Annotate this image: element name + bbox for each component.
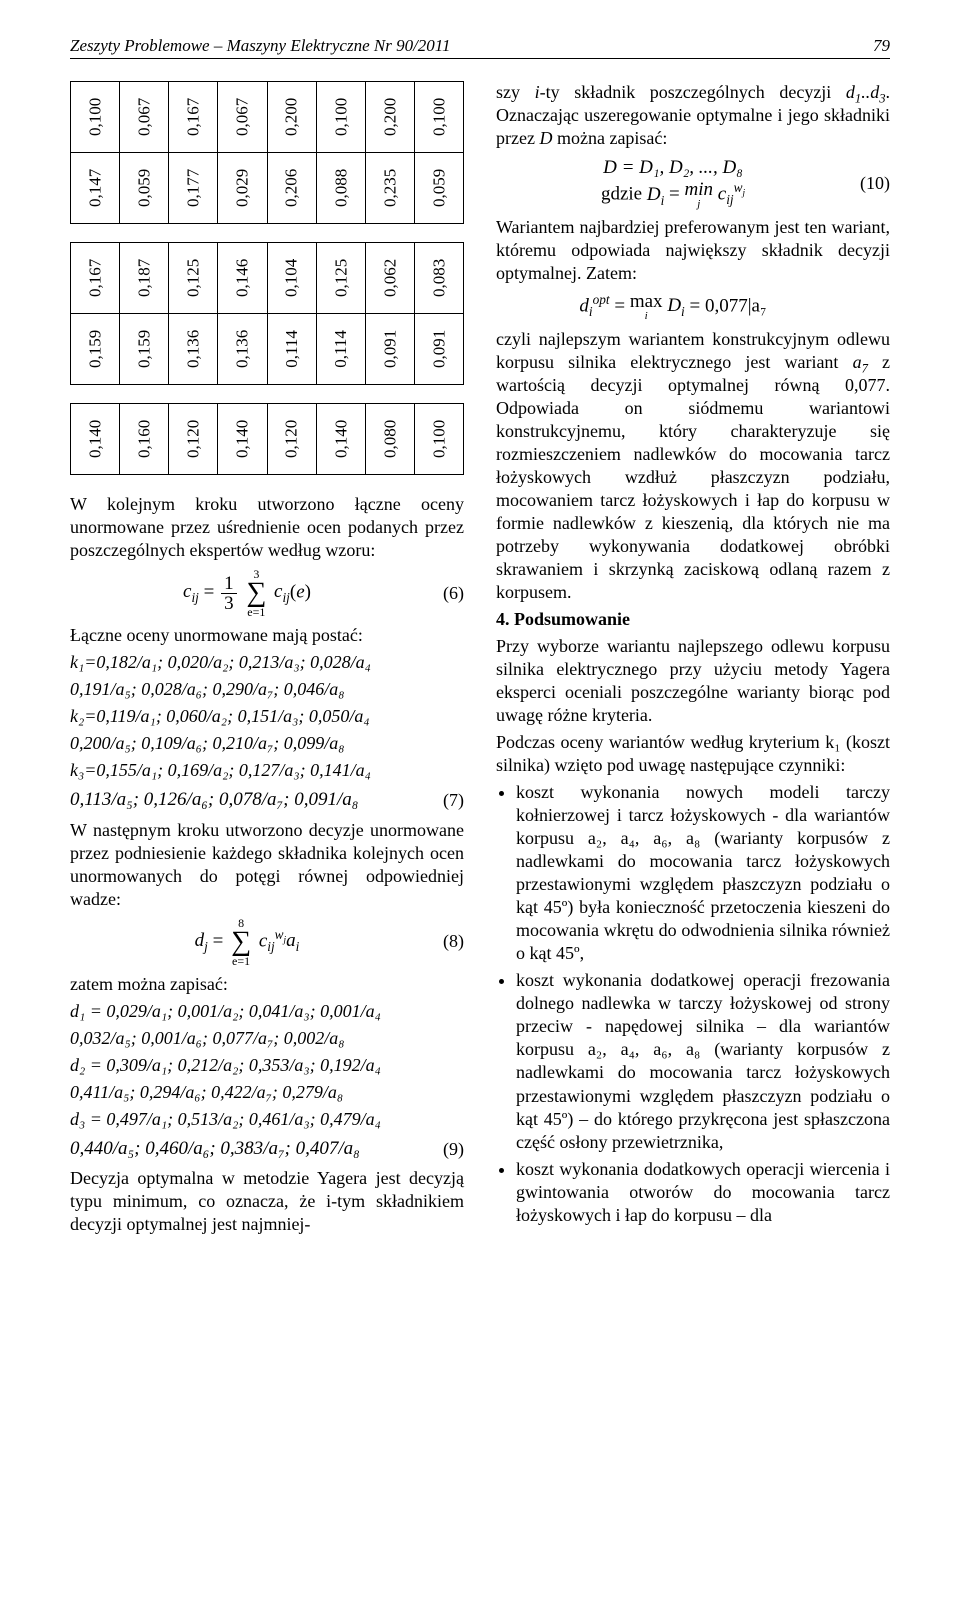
values-table: 0,1000,0670,1670,0670,2000,1000,2000,100… bbox=[70, 81, 464, 475]
equation-10: D = D₁, D₂, ..., D₈ gdzie Di = minj cijw… bbox=[496, 156, 890, 210]
table-cell: 0,177 bbox=[169, 153, 218, 224]
para-norm-heading: Łączne oceny unormowane mają postać: bbox=[70, 624, 464, 647]
table-cell: 0,159 bbox=[120, 314, 169, 385]
summary-bullets: koszt wykonania nowych modeli tarczy koł… bbox=[496, 781, 890, 1227]
table-cell: 0,125 bbox=[169, 243, 218, 314]
running-head: Zeszyty Problemowe – Maszyny Elektryczne… bbox=[70, 36, 890, 59]
table-cell: 0,167 bbox=[71, 243, 120, 314]
k3-line1: k₃=0,155/a₁; 0,169/a₂; 0,127/a₃; 0,141/a… bbox=[70, 759, 464, 782]
table-cell: 0,067 bbox=[218, 82, 267, 153]
table-cell: 0,083 bbox=[414, 243, 463, 314]
table-cell: 0,100 bbox=[414, 404, 463, 475]
table-cell: 0,160 bbox=[120, 404, 169, 475]
table-cell: 0,140 bbox=[316, 404, 365, 475]
table-cell: 0,091 bbox=[365, 314, 414, 385]
para-decisions: W następnym kroku utworzono decyzje unor… bbox=[70, 819, 464, 911]
table-cell: 0,136 bbox=[169, 314, 218, 385]
para-avg-intro: W kolejnym kroku utworzono łączne oceny … bbox=[70, 493, 464, 562]
para-yager: Decyzja optymalna w metodzie Yagera jest… bbox=[70, 1167, 464, 1236]
para-continuation: szy i-ty składnik poszczególnych decyzji… bbox=[496, 81, 890, 150]
para-therefore: zatem można zapisać: bbox=[70, 973, 464, 996]
page-number: 79 bbox=[873, 36, 890, 56]
table-cell: 0,140 bbox=[71, 404, 120, 475]
table-cell: 0,200 bbox=[365, 82, 414, 153]
d3-line1: d₃ = 0,497/a₁; 0,513/a₂; 0,461/a₃; 0,479… bbox=[70, 1108, 464, 1131]
table-cell: 0,206 bbox=[267, 153, 316, 224]
k2-line2: 0,200/a₅; 0,109/a₆; 0,210/a₇; 0,099/a₈ bbox=[70, 732, 464, 755]
table-cell: 0,140 bbox=[218, 404, 267, 475]
para-preferred: Wariantem najbardziej preferowanym jest … bbox=[496, 216, 890, 285]
d1-line2: 0,032/a₅; 0,001/a₆; 0,077/a₇; 0,002/a₈ bbox=[70, 1027, 464, 1050]
d2-line2: 0,411/a₅; 0,294/a₆; 0,422/a₇; 0,279/a₈ bbox=[70, 1081, 464, 1104]
table-cell: 0,235 bbox=[365, 153, 414, 224]
table-cell: 0,120 bbox=[267, 404, 316, 475]
bullet-1: koszt wykonania nowych modeli tarczy koł… bbox=[516, 781, 890, 965]
table-cell: 0,088 bbox=[316, 153, 365, 224]
d3-line2: 0,440/a₅; 0,460/a₆; 0,383/a₇; 0,407/a₈ (… bbox=[70, 1137, 464, 1161]
table-cell: 0,159 bbox=[71, 314, 120, 385]
d1-line1: d₁ = 0,029/a₁; 0,001/a₂; 0,041/a₃; 0,001… bbox=[70, 1000, 464, 1023]
table-cell: 0,029 bbox=[218, 153, 267, 224]
k1-line1: k₁=0,182/a₁; 0,020/a₂; 0,213/a₃; 0,028/a… bbox=[70, 651, 464, 674]
equation-8: dj = 8∑e=1 cijwjai (8) bbox=[70, 917, 464, 967]
table-cell: 0,080 bbox=[365, 404, 414, 475]
table-cell: 0,120 bbox=[169, 404, 218, 475]
table-cell: 0,136 bbox=[218, 314, 267, 385]
table-cell: 0,167 bbox=[169, 82, 218, 153]
table-cell: 0,147 bbox=[71, 153, 120, 224]
table-cell: 0,146 bbox=[218, 243, 267, 314]
table-cell: 0,187 bbox=[120, 243, 169, 314]
heading-summary: 4. Podsumowanie bbox=[496, 608, 890, 631]
table-cell: 0,125 bbox=[316, 243, 365, 314]
k1-line2: 0,191/a₅; 0,028/a₆; 0,290/a₇; 0,046/a₈ bbox=[70, 678, 464, 701]
equation-dopt: diopt = maxi Di = 0,077|a₇ bbox=[496, 292, 890, 322]
para-summary-2: Podczas oceny wariantów według kryterium… bbox=[496, 731, 890, 777]
table-cell: 0,059 bbox=[120, 153, 169, 224]
para-best-variant: czyli najlepszym wariantem konstrukcyjny… bbox=[496, 328, 890, 604]
right-column: szy i-ty składnik poszczególnych decyzji… bbox=[496, 81, 890, 1240]
equation-6: cij = 13 3∑e=1 cij(e) (6) bbox=[70, 568, 464, 618]
table-cell: 0,100 bbox=[71, 82, 120, 153]
journal-title: Zeszyty Problemowe – Maszyny Elektryczne… bbox=[70, 36, 451, 56]
table-cell: 0,059 bbox=[414, 153, 463, 224]
table-cell: 0,062 bbox=[365, 243, 414, 314]
table-cell: 0,114 bbox=[316, 314, 365, 385]
bullet-3: koszt wykonania dodatkowych operacji wie… bbox=[516, 1158, 890, 1227]
table-cell: 0,114 bbox=[267, 314, 316, 385]
table-cell: 0,200 bbox=[267, 82, 316, 153]
left-column: 0,1000,0670,1670,0670,2000,1000,2000,100… bbox=[70, 81, 464, 1240]
k2-line1: k₂=0,119/a₁; 0,060/a₂; 0,151/a₃; 0,050/a… bbox=[70, 705, 464, 728]
d2-line1: d₂ = 0,309/a₁; 0,212/a₂; 0,353/a₃; 0,192… bbox=[70, 1054, 464, 1077]
table-cell: 0,100 bbox=[414, 82, 463, 153]
para-summary-1: Przy wyborze wariantu najlepszego odlewu… bbox=[496, 635, 890, 727]
table-cell: 0,104 bbox=[267, 243, 316, 314]
k3-line2: 0,113/a₅; 0,126/a₆; 0,078/a₇; 0,091/a₈ (… bbox=[70, 788, 464, 812]
table-cell: 0,091 bbox=[414, 314, 463, 385]
bullet-2: koszt wykonania dodatkowej operacji frez… bbox=[516, 969, 890, 1153]
table-cell: 0,100 bbox=[316, 82, 365, 153]
table-cell: 0,067 bbox=[120, 82, 169, 153]
